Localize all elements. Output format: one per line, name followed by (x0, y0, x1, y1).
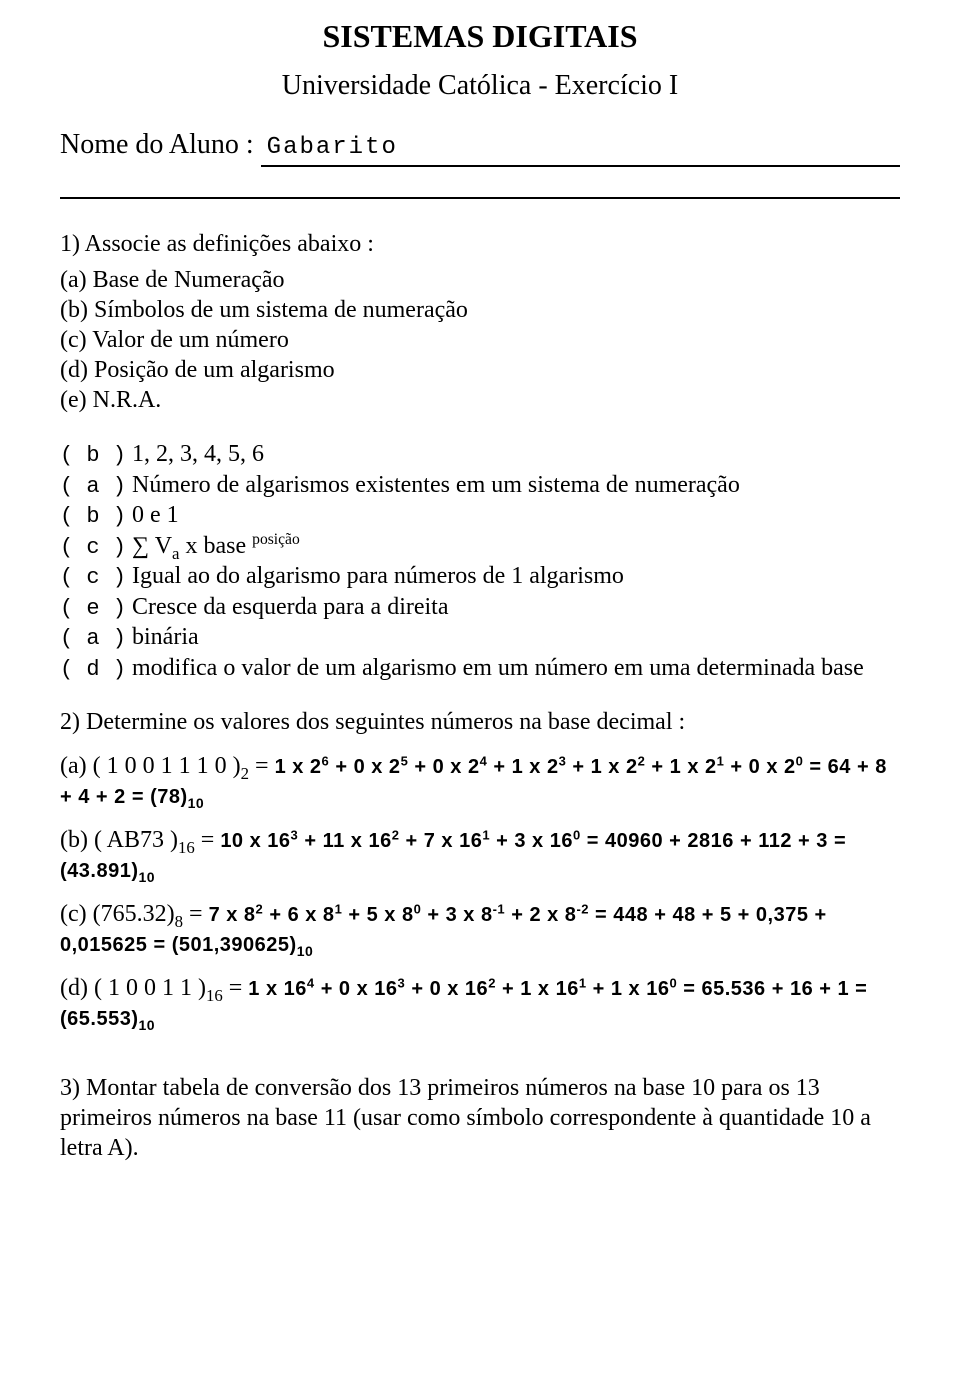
q2-item-b: (b) ( AB73 )16 = 10 x 163 + 11 x 162 + 7… (60, 825, 900, 885)
match-text: 0 e 1 (126, 502, 179, 528)
match-text: ∑ Va x base posição (126, 533, 300, 559)
q1-match-item: ( b ) 1, 2, 3, 4, 5, 6 (60, 439, 900, 470)
q2-c-label: (c) (765.32)8 = (60, 901, 209, 927)
q1-def-item: (d) Posição de um algarismo (60, 355, 900, 385)
match-text: Igual ao do algarismo para números de 1 … (126, 563, 624, 589)
page-title: SISTEMAS DIGITAIS (60, 16, 900, 56)
match-text: binária (126, 624, 199, 650)
q1-def-item: (c) Valor de um número (60, 325, 900, 355)
match-letter: ( b ) (60, 443, 126, 468)
match-text: modifica o valor de um algarismo em um n… (126, 655, 864, 681)
q2-intro: 2) Determine os valores dos seguintes nú… (60, 707, 900, 737)
match-letter: ( c ) (60, 535, 126, 560)
q1-def-item: (b) Símbolos de um sistema de numeração (60, 295, 900, 325)
divider (60, 197, 900, 199)
name-field: Gabarito (261, 133, 900, 167)
match-letter: ( c ) (60, 565, 126, 590)
q1-match-list: ( b ) 1, 2, 3, 4, 5, 6 ( a ) Número de a… (60, 439, 900, 683)
match-letter: ( d ) (60, 657, 126, 682)
match-letter: ( e ) (60, 596, 126, 621)
q1-match-item: ( a ) Número de algarismos existentes em… (60, 470, 900, 501)
q1-match-item: ( c ) ∑ Va x base posição (60, 531, 900, 562)
q2-a-label: (a) ( 1 0 0 1 1 1 0 )2 = (60, 753, 275, 779)
match-text: Cresce da esquerda para a direita (126, 594, 449, 620)
q1-match-item: ( b ) 0 e 1 (60, 500, 900, 531)
match-letter: ( a ) (60, 626, 126, 651)
q2-b-label: (b) ( AB73 )16 = (60, 827, 220, 853)
q1-match-item: ( c ) Igual ao do algarismo para números… (60, 561, 900, 592)
match-letter: ( a ) (60, 474, 126, 499)
match-text: Número de algarismos existentes em um si… (126, 472, 740, 498)
q3-text: 3) Montar tabela de conversão dos 13 pri… (60, 1073, 900, 1163)
q1-def-item: (a) Base de Numeração (60, 265, 900, 295)
q1-def-list: (a) Base de Numeração (b) Símbolos de um… (60, 265, 900, 415)
name-row: Nome do Aluno : Gabarito (60, 127, 900, 167)
q2-item-d: (d) ( 1 0 0 1 1 )16 = 1 x 164 + 0 x 163 … (60, 973, 900, 1033)
page-subtitle: Universidade Católica - Exercício I (60, 68, 900, 103)
match-letter: ( b ) (60, 504, 126, 529)
q1-match-item: ( d ) modifica o valor de um algarismo e… (60, 653, 900, 684)
question-2: 2) Determine os valores dos seguintes nú… (60, 707, 900, 1033)
q1-def-item: (e) N.R.A. (60, 385, 900, 415)
match-text: 1, 2, 3, 4, 5, 6 (126, 441, 264, 467)
q2-item-a: (a) ( 1 0 0 1 1 1 0 )2 = 1 x 26 + 0 x 25… (60, 751, 900, 811)
question-1: 1) Associe as definições abaixo : (a) Ba… (60, 229, 900, 683)
q1-match-item: ( a ) binária (60, 622, 900, 653)
q1-match-item: ( e ) Cresce da esquerda para a direita (60, 592, 900, 623)
name-label: Nome do Aluno : (60, 127, 261, 162)
q2-d-label: (d) ( 1 0 0 1 1 )16 = (60, 975, 248, 1001)
q2-item-c: (c) (765.32)8 = 7 x 82 + 6 x 81 + 5 x 80… (60, 899, 900, 959)
question-3: 3) Montar tabela de conversão dos 13 pri… (60, 1073, 900, 1163)
q1-intro: 1) Associe as definições abaixo : (60, 229, 900, 259)
